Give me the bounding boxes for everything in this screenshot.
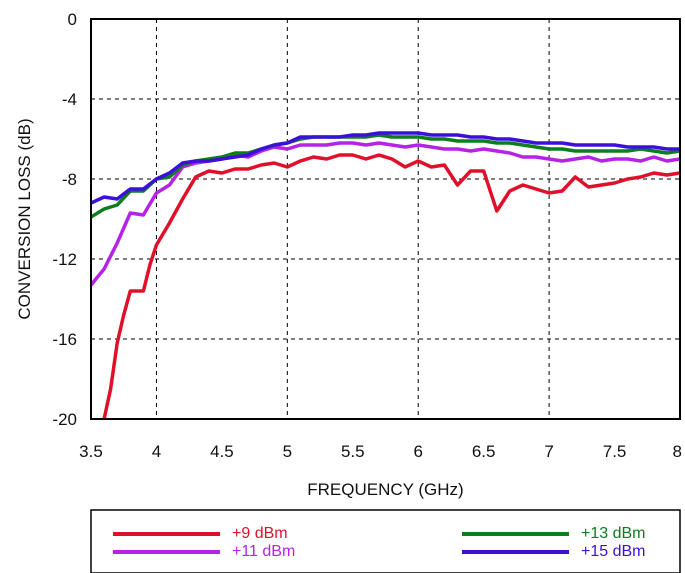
x-tick-label: 8	[673, 442, 682, 461]
legend	[90, 509, 681, 573]
plot-area	[90, 18, 681, 420]
x-tick-labels: 3.5 4 4.5 5 5.5 6 6.5 7 7.5 8	[79, 442, 682, 461]
y-tick-label: -8	[62, 170, 77, 189]
y-tick-label: -4	[62, 90, 77, 109]
y-tick-labels: 0 -4 -8 -12 -16 -20	[52, 10, 77, 429]
series-line-4	[91, 131, 680, 205]
x-tick-label: 6.5	[472, 442, 496, 461]
y-tick-label: -12	[52, 250, 77, 269]
x-tick-label: 5.5	[341, 442, 365, 461]
x-tick-label: 3.5	[79, 442, 103, 461]
series-line-1	[102, 153, 680, 419]
series-lines	[91, 131, 680, 419]
x-axis-title: FREQUENCY (GHz)	[307, 480, 463, 499]
x-tick-label: 7.5	[603, 442, 627, 461]
x-tick-label: 4	[152, 442, 161, 461]
y-tick-label: 0	[68, 10, 77, 29]
x-tick-label: 4.5	[210, 442, 234, 461]
grid-lines	[91, 19, 680, 419]
x-tick-label: 7	[544, 442, 553, 461]
series-line-2	[91, 141, 680, 287]
x-tick-label: 6	[413, 442, 422, 461]
legend-label: +9 dBm	[232, 525, 288, 542]
y-axis-title: CONVERSION LOSS (dB)	[15, 118, 34, 319]
y-tick-label: -16	[52, 330, 77, 349]
legend-label: +15 dBm	[581, 543, 645, 560]
legend-items: +9 dBm+11 dBm +13 dBm+15 dBm	[113, 525, 645, 560]
legend-label: +13 dBm	[581, 525, 645, 542]
legend-label: +11 dBm	[232, 543, 295, 560]
x-tick-label: 5	[283, 442, 292, 461]
y-tick-label: -20	[52, 410, 77, 429]
